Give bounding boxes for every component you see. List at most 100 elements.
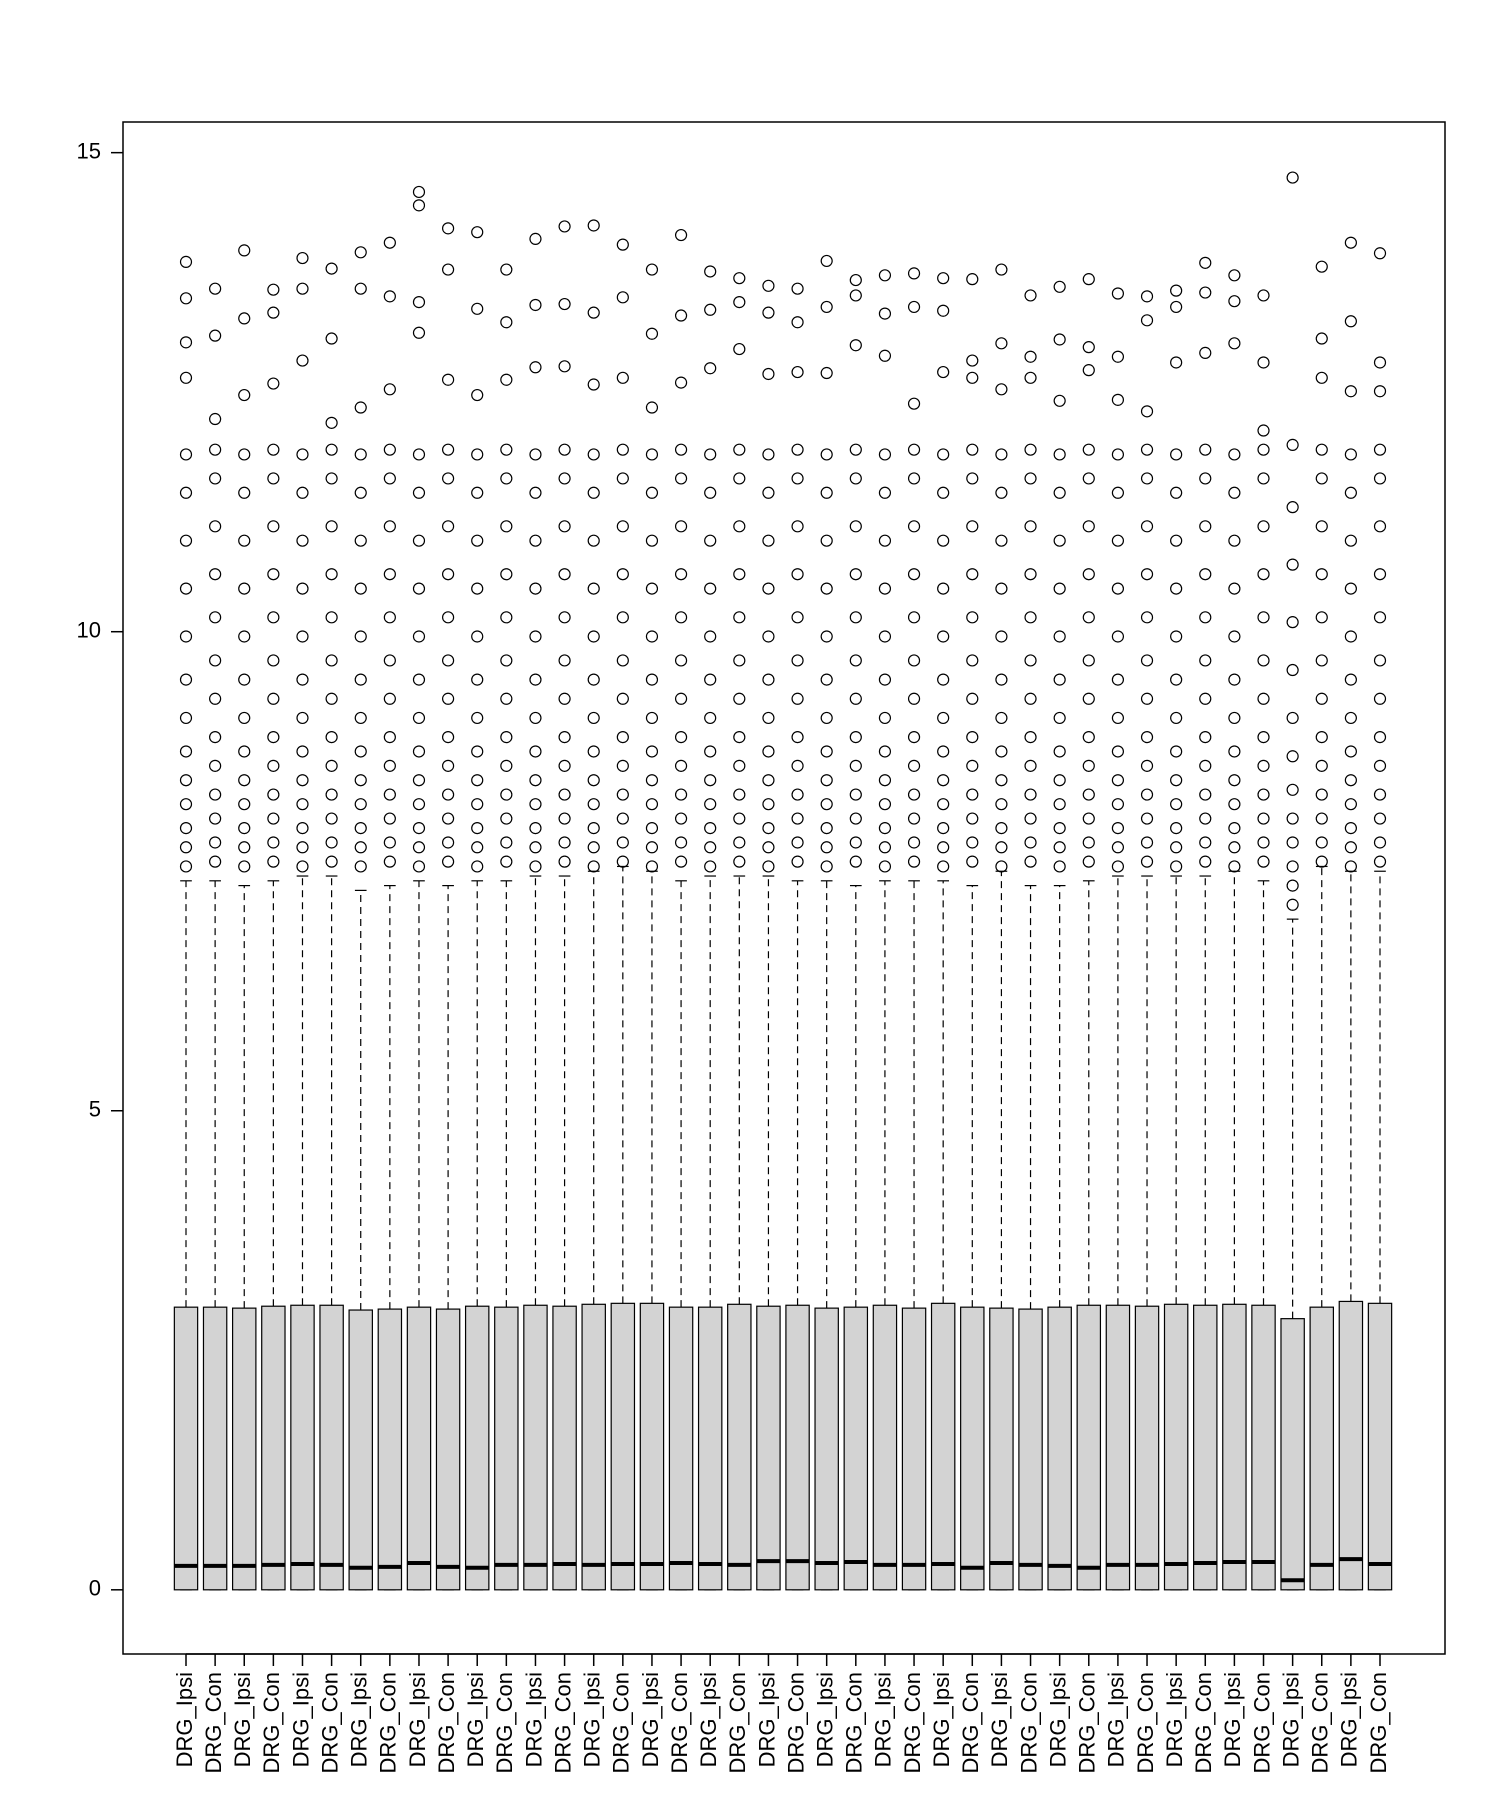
outlier xyxy=(1111,534,1125,547)
outlier xyxy=(529,745,542,758)
outlier xyxy=(616,568,629,581)
box xyxy=(697,1306,723,1591)
outlier xyxy=(1315,260,1328,273)
outlier xyxy=(296,486,309,499)
outlier xyxy=(937,860,950,873)
outlier xyxy=(791,730,804,744)
outlier xyxy=(995,841,1008,854)
outlier xyxy=(383,855,396,868)
outlier xyxy=(1344,486,1357,499)
outlier xyxy=(762,582,775,595)
outlier xyxy=(383,654,396,667)
outlier xyxy=(267,692,280,705)
box xyxy=(1163,1303,1189,1591)
outlier xyxy=(966,520,979,533)
outlier xyxy=(471,673,484,686)
outlier xyxy=(587,448,600,461)
x-tick-label: DRG_Con xyxy=(783,1672,808,1773)
x-tick-label: DRG_Ipsi xyxy=(871,1672,896,1767)
outlier xyxy=(849,692,862,705)
outlier xyxy=(1373,568,1387,581)
outlier xyxy=(529,582,542,595)
outlier xyxy=(1053,673,1066,686)
outlier xyxy=(354,774,367,787)
box xyxy=(494,1306,519,1591)
outlier xyxy=(1053,486,1066,499)
outlier xyxy=(558,568,571,581)
box xyxy=(785,1304,810,1591)
outlier xyxy=(1373,836,1387,849)
box xyxy=(406,1306,432,1591)
outlier xyxy=(1082,788,1095,801)
outlier xyxy=(558,443,571,456)
outlier xyxy=(1199,759,1212,772)
outlier xyxy=(1373,788,1387,801)
outlier xyxy=(558,730,571,744)
outlier xyxy=(616,788,629,801)
box xyxy=(231,1307,257,1591)
outlier xyxy=(1140,788,1154,801)
outlier xyxy=(966,273,979,286)
outlier xyxy=(500,316,513,329)
outlier xyxy=(1082,611,1095,624)
outlier xyxy=(1053,822,1066,835)
outlier xyxy=(238,388,251,402)
outlier xyxy=(1228,798,1241,811)
outlier xyxy=(529,630,542,643)
outlier xyxy=(907,568,921,581)
outlier xyxy=(1315,692,1328,705)
outlier xyxy=(1053,774,1066,787)
outlier xyxy=(820,860,833,873)
outlier xyxy=(791,282,804,295)
outlier xyxy=(238,448,251,461)
outlier xyxy=(674,568,688,581)
outlier xyxy=(587,219,600,232)
outlier xyxy=(1286,171,1299,184)
outlier xyxy=(1286,783,1299,796)
outlier xyxy=(645,582,659,595)
outlier xyxy=(1228,337,1241,350)
outlier xyxy=(1344,745,1357,758)
outlier xyxy=(471,822,484,835)
outlier xyxy=(1199,256,1212,269)
outlier xyxy=(645,745,659,758)
outlier xyxy=(1024,472,1037,485)
outlier xyxy=(733,730,746,744)
outlier xyxy=(1228,582,1241,595)
outlier xyxy=(412,296,426,309)
outlier xyxy=(1082,654,1095,667)
outlier xyxy=(1257,611,1270,624)
outlier xyxy=(558,297,571,311)
outlier xyxy=(704,745,717,758)
outlier xyxy=(1140,472,1154,485)
outlier xyxy=(820,798,833,811)
outlier xyxy=(471,774,484,787)
outlier xyxy=(325,812,338,825)
outlier xyxy=(878,448,892,461)
outlier xyxy=(441,373,455,386)
outlier xyxy=(529,486,542,499)
outlier xyxy=(616,611,629,624)
outlier xyxy=(1373,247,1387,260)
outlier xyxy=(1082,836,1095,849)
outlier xyxy=(762,860,775,873)
outlier xyxy=(1228,745,1241,758)
outlier xyxy=(1228,711,1241,725)
outlier xyxy=(587,673,600,686)
outlier xyxy=(441,812,455,825)
box xyxy=(843,1306,869,1591)
box xyxy=(1338,1300,1364,1591)
outlier xyxy=(762,774,775,787)
outlier xyxy=(1140,568,1154,581)
box xyxy=(610,1302,636,1591)
outlier xyxy=(995,774,1008,787)
outlier xyxy=(587,841,600,854)
outlier xyxy=(791,812,804,825)
outlier xyxy=(1170,630,1183,643)
outlier xyxy=(1170,798,1183,811)
outlier xyxy=(587,534,600,547)
x-tick-label: DRG_Con xyxy=(609,1672,634,1773)
outlier xyxy=(733,836,746,849)
outlier xyxy=(383,290,396,303)
